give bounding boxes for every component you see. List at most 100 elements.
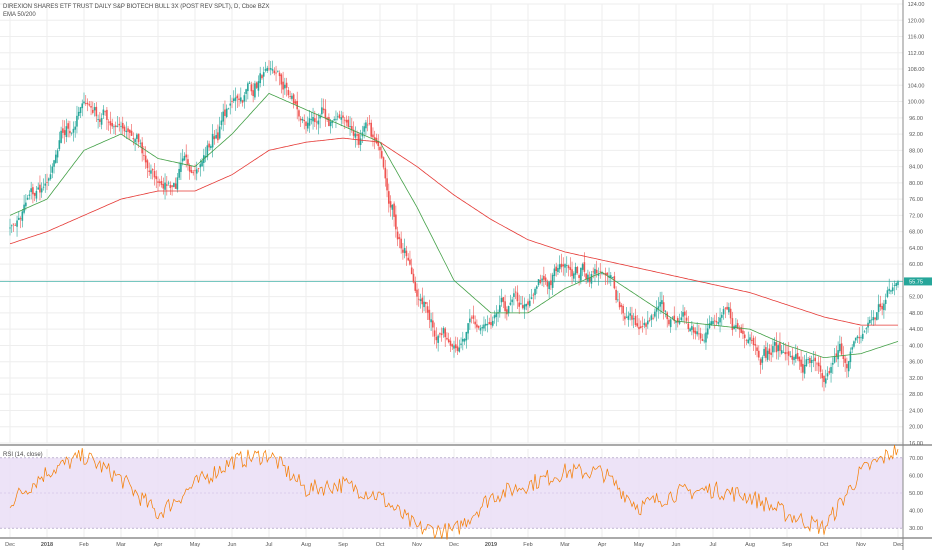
candle-body xyxy=(269,68,272,70)
candle-body xyxy=(713,320,716,322)
candle-body xyxy=(412,273,415,283)
candle-body xyxy=(881,305,883,310)
candle-body xyxy=(521,305,524,308)
candle-body xyxy=(597,273,600,276)
candle-body xyxy=(356,134,358,136)
candle-body xyxy=(407,257,409,261)
candle-body xyxy=(620,305,623,307)
candle-body xyxy=(275,72,277,74)
candle-body xyxy=(886,290,889,298)
x-tick-label: 2019 xyxy=(485,542,497,548)
candle-body xyxy=(565,265,568,266)
x-tick-label: Aug xyxy=(301,542,311,548)
candle-body xyxy=(696,331,698,335)
candle-body xyxy=(347,119,350,127)
candle-body xyxy=(710,321,713,326)
candle-body xyxy=(60,130,62,143)
candle-body xyxy=(18,217,20,220)
candle-body xyxy=(99,119,101,122)
candle-body xyxy=(765,347,767,358)
candle-body xyxy=(134,139,136,143)
candle-body xyxy=(151,169,154,171)
candle-body xyxy=(243,95,246,102)
candle-body xyxy=(206,145,209,158)
candle-body xyxy=(673,315,676,322)
candle-body xyxy=(402,249,404,253)
candle-body xyxy=(218,126,221,139)
candle-body xyxy=(308,118,311,126)
y-tick-label: 100.00 xyxy=(908,100,925,106)
candle-body xyxy=(201,161,203,167)
candle-body xyxy=(70,132,73,134)
candle-body xyxy=(10,225,13,227)
candle-body xyxy=(694,330,697,334)
y-tick-label: 104.00 xyxy=(908,83,925,89)
candle-body xyxy=(539,279,542,283)
candle-body xyxy=(56,150,59,158)
candle-body xyxy=(396,231,399,240)
candle-body xyxy=(717,322,720,324)
candle-body xyxy=(310,119,313,121)
candle-body xyxy=(229,103,232,106)
candle-body xyxy=(84,103,87,104)
candle-body xyxy=(701,339,704,341)
candle-body xyxy=(555,266,557,272)
candle-body xyxy=(277,70,279,72)
candle-body xyxy=(231,100,233,102)
candle-body xyxy=(728,307,730,313)
candle-body xyxy=(428,309,431,320)
candle-body xyxy=(863,331,866,333)
candle-body xyxy=(373,137,376,141)
candle-body xyxy=(721,314,723,318)
ema200-line xyxy=(9,137,898,326)
candle-body xyxy=(869,319,871,324)
candle-body xyxy=(541,278,543,281)
candle-body xyxy=(735,325,737,328)
candle-body xyxy=(116,125,119,127)
y-tick-label: 108.00 xyxy=(908,67,925,73)
candle-body xyxy=(638,326,640,330)
candle-body xyxy=(9,227,11,229)
candle-body xyxy=(47,178,50,181)
candle-body xyxy=(627,315,630,320)
candle-body xyxy=(254,83,256,98)
candle-body xyxy=(685,317,688,321)
candle-body xyxy=(292,94,295,104)
candle-body xyxy=(766,350,769,360)
candle-body xyxy=(393,203,395,217)
candle-body xyxy=(632,318,635,320)
candle-body xyxy=(691,326,693,330)
candle-body xyxy=(536,286,538,289)
x-tick-label: Jul xyxy=(709,542,716,548)
candle-body xyxy=(462,338,464,342)
candle-body xyxy=(786,352,788,354)
candle-body xyxy=(639,326,642,329)
candle-body xyxy=(752,337,755,346)
candle-body xyxy=(747,339,750,344)
candle-body xyxy=(136,134,138,139)
candle-body xyxy=(661,300,663,305)
y-tick-label: 32.00 xyxy=(909,376,923,382)
candle-body xyxy=(853,341,855,347)
candle-body xyxy=(724,307,727,309)
candle-body xyxy=(245,89,247,94)
candle-body xyxy=(363,126,365,132)
x-tick-label: Dec xyxy=(449,542,459,548)
candle-body xyxy=(527,301,529,305)
candle-body xyxy=(777,345,779,352)
candle-body xyxy=(798,356,801,362)
candle-body xyxy=(650,315,653,320)
candle-body xyxy=(698,333,700,335)
candle-body xyxy=(474,321,476,325)
candle-body xyxy=(366,124,369,126)
candle-body xyxy=(169,184,172,188)
candle-body xyxy=(388,191,390,204)
candle-body xyxy=(287,89,290,96)
candle-body xyxy=(95,106,98,117)
candle-body xyxy=(821,373,824,379)
candle-body xyxy=(359,138,362,145)
candle-body xyxy=(241,100,244,103)
candle-body xyxy=(567,265,570,269)
candle-body xyxy=(273,70,276,74)
candle-body xyxy=(708,323,711,329)
